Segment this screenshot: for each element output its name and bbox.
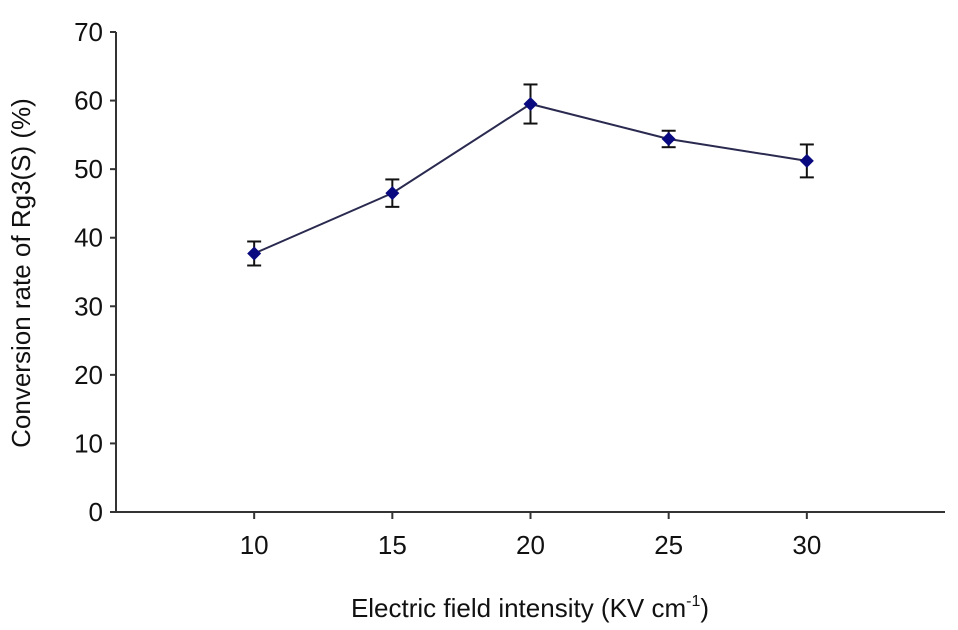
- y-tick-label: 70: [74, 17, 103, 47]
- data-point: [247, 246, 262, 261]
- y-tick-label: 60: [74, 86, 103, 116]
- data-point: [799, 153, 814, 168]
- x-tick-label: 25: [654, 530, 683, 560]
- y-tick-label: 50: [74, 154, 103, 184]
- data-point: [661, 131, 676, 146]
- y-tick-label: 0: [89, 497, 103, 527]
- ticks: 0 10 20 30 40 50 60 70 10 15 20 25 30: [74, 17, 821, 560]
- x-axis-title: Electric field intensity (KV cm-1): [351, 593, 709, 623]
- x-tick-label: 15: [378, 530, 407, 560]
- y-tick-label: 30: [74, 291, 103, 321]
- series-line: [253, 102, 807, 255]
- y-axis-title: Conversion rate of Rg3(S) (%): [6, 98, 36, 448]
- x-tick-label: 30: [792, 530, 821, 560]
- x-tick-label: 10: [240, 530, 269, 560]
- series: [247, 83, 814, 267]
- x-axis-title-end: ): [700, 593, 709, 623]
- data-point: [385, 186, 400, 201]
- x-axis-title-sup: -1: [686, 593, 700, 610]
- data-point: [523, 97, 538, 111]
- x-tick-label: 20: [516, 530, 545, 560]
- y-tick-label: 40: [74, 223, 103, 253]
- x-axis-title-main: Electric field intensity (KV cm: [351, 593, 686, 623]
- y-tick-label: 20: [74, 360, 103, 390]
- y-tick-label: 10: [74, 428, 103, 458]
